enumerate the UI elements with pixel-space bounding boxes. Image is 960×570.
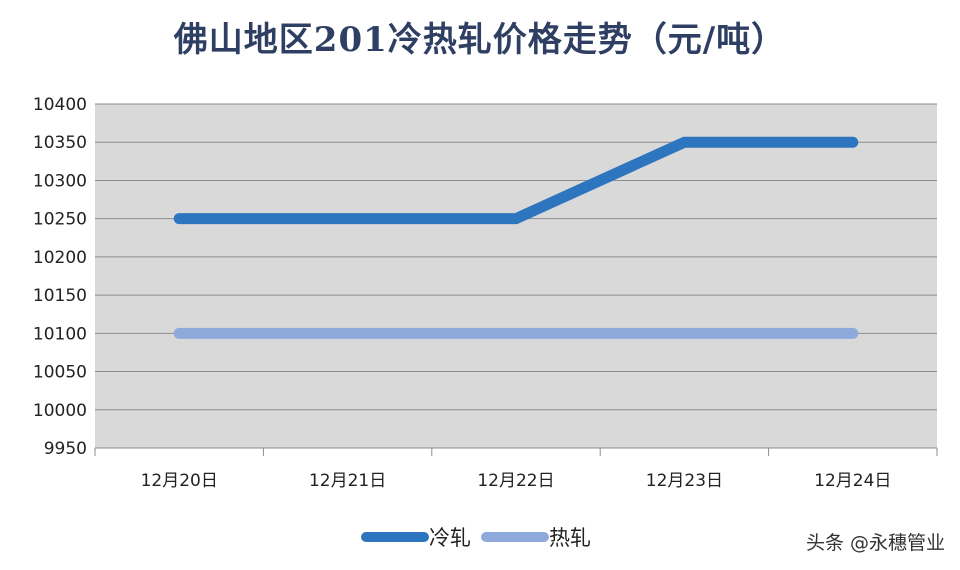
y-tick-label: 10100 xyxy=(33,324,87,344)
legend: 冷轧 热轧 xyxy=(361,526,591,550)
y-tick-label: 10050 xyxy=(33,363,87,383)
x-tick-label: 12月21日 xyxy=(309,471,386,491)
x-tick-label: 12月22日 xyxy=(477,471,554,491)
x-axis-tick-labels: 12月20日 12月21日 12月22日 12月23日 12月24日 xyxy=(141,471,892,491)
series-lines xyxy=(173,136,859,339)
y-tick-label: 10300 xyxy=(33,171,87,191)
y-tick-label: 10400 xyxy=(33,95,87,115)
legend-label: 冷轧 xyxy=(429,526,471,550)
y-tick-label: 10000 xyxy=(33,401,87,421)
chart-title: 佛山地区201冷热轧价格走势（元/吨） xyxy=(173,20,787,60)
y-tick-label: 10350 xyxy=(33,133,87,153)
y-tick-label: 10250 xyxy=(33,210,87,230)
y-tick-label: 9950 xyxy=(44,439,87,459)
y-axis-tick-labels: 9950 10000 10050 10100 10150 10200 10250 10300 1… xyxy=(33,95,87,459)
x-tick-label: 12月23日 xyxy=(646,471,723,491)
x-tick-label: 12月20日 xyxy=(141,471,218,491)
x-tick-label: 12月24日 xyxy=(814,471,891,491)
legend-label: 热轧 xyxy=(549,526,591,550)
y-tick-label: 10150 xyxy=(33,286,87,306)
watermark-text: 头条 @永穗管业 xyxy=(806,532,945,554)
plot-area xyxy=(95,104,937,448)
y-tick-label: 10200 xyxy=(33,248,87,268)
gridlines xyxy=(94,103,938,456)
